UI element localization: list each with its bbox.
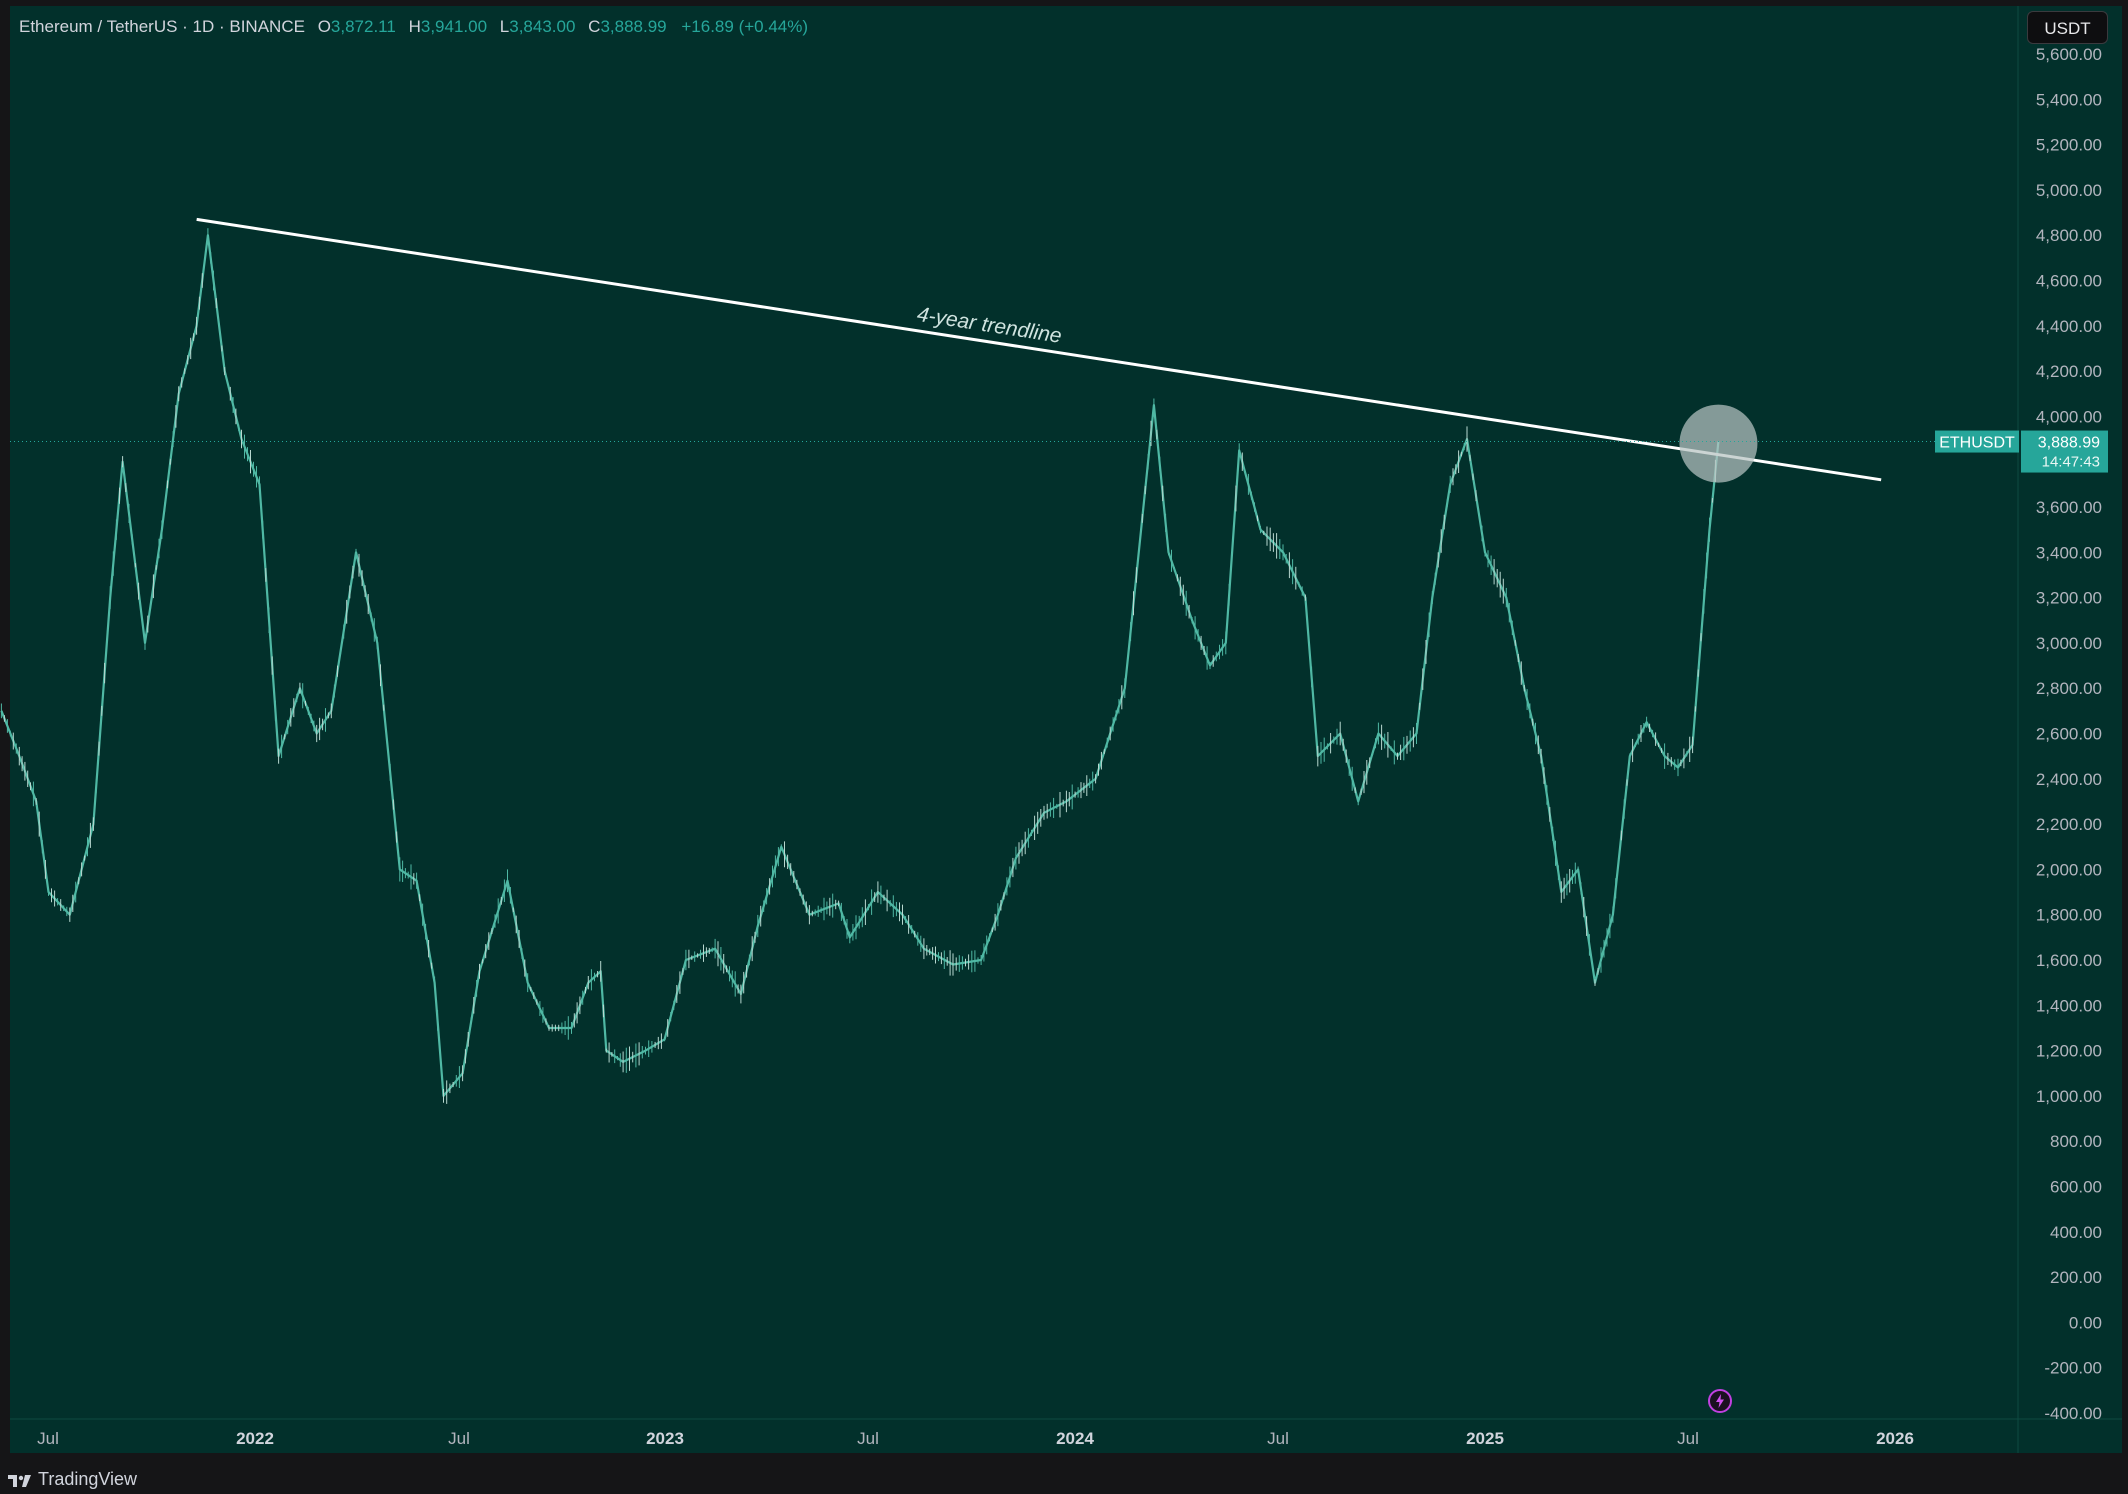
- x-tick-label: 2026: [1876, 1429, 1914, 1448]
- y-tick-label: 3,400.00: [2036, 543, 2102, 562]
- symbol-title: Ethereum / TetherUS · 1D · BINANCE: [19, 17, 305, 36]
- price-tag: [2021, 430, 2108, 473]
- x-tick-label: Jul: [857, 1429, 879, 1448]
- high-value: 3,941.00: [420, 17, 488, 36]
- y-tick-label: 3,000.00: [2036, 634, 2102, 653]
- x-tick-label: Jul: [1267, 1429, 1289, 1448]
- y-tick-label: 2,600.00: [2036, 725, 2102, 744]
- y-tick-label: 600.00: [2050, 1178, 2102, 1197]
- currency-button[interactable]: USDT: [2027, 11, 2108, 44]
- low-value: 3,843.00: [509, 17, 576, 36]
- symbol-tag: [1935, 430, 2019, 453]
- y-tick-label: 800.00: [2050, 1132, 2102, 1151]
- low-key: L: [499, 17, 510, 36]
- high-key: H: [408, 17, 421, 36]
- price-series-group: [0, 228, 1720, 1104]
- y-tick-label: -200.00: [2044, 1359, 2102, 1378]
- y-axis-ticks: 5,600.00 5,400.00 5,200.00 5,000.00 4,800.00…: [2036, 45, 2102, 1423]
- y-tick-label: 400.00: [2050, 1223, 2102, 1242]
- price-axis: [2018, 6, 2122, 1453]
- x-tick-label: Jul: [448, 1429, 470, 1448]
- x-tick-label: 2022: [236, 1429, 274, 1448]
- last-price-group: ETHUSDT 3,888.99 14:47:43: [10, 430, 2108, 473]
- y-tick-label: 5,000.00: [2036, 181, 2102, 200]
- x-tick-label: 2025: [1466, 1429, 1504, 1448]
- x-axis-ticks: Jul 2022 Jul 2023 Jul 2024 Jul 2025 Jul 2026: [37, 1429, 1914, 1448]
- y-tick-label: 2,400.00: [2036, 770, 2102, 789]
- y-tick-label: 4,000.00: [2036, 407, 2102, 426]
- open-value: 3,872.11: [330, 17, 396, 36]
- y-tick-label: 4,200.00: [2036, 362, 2102, 381]
- x-tick-label: Jul: [37, 1429, 59, 1448]
- price-tag-value: 3,888.99: [2038, 435, 2100, 452]
- y-tick-label: 1,600.00: [2036, 951, 2102, 970]
- time-axis: [10, 1419, 2122, 1453]
- x-tick-label: 2023: [646, 1429, 684, 1448]
- change-value: +16.89 (+0.44%): [681, 17, 809, 36]
- brand-footer[interactable]: TradingView: [8, 1467, 137, 1491]
- y-tick-label: 4,800.00: [2036, 226, 2102, 245]
- open-key: O: [317, 17, 331, 36]
- y-tick-label: 2,200.00: [2036, 815, 2102, 834]
- y-tick-label: 1,400.00: [2036, 996, 2102, 1015]
- symbol-legend: Ethereum / TetherUS · 1D · BINANCE O3,87…: [19, 15, 808, 39]
- y-tick-label: 3,600.00: [2036, 498, 2102, 517]
- highlight-circle: [1679, 404, 1758, 483]
- y-tick-label: 1,000.00: [2036, 1087, 2102, 1106]
- trendline: [196, 217, 1882, 482]
- close-value: 3,888.99: [600, 17, 667, 36]
- y-tick-label: 3,200.00: [2036, 589, 2102, 608]
- lightning-alert-icon[interactable]: [1708, 1389, 1732, 1413]
- symbol-tag-label: ETHUSDT: [1939, 435, 2015, 452]
- y-tick-label: 4,600.00: [2036, 272, 2102, 291]
- brand-name: TradingView: [38, 1468, 138, 1489]
- x-tick-label: Jul: [1677, 1429, 1699, 1448]
- y-tick-label: 2,000.00: [2036, 860, 2102, 879]
- y-tick-label: 1,200.00: [2036, 1042, 2102, 1061]
- x-tick-label: 2024: [1056, 1429, 1094, 1448]
- y-tick-label: -400.00: [2044, 1404, 2102, 1423]
- tradingview-logo-icon: [8, 1472, 32, 1487]
- y-tick-label: 5,400.00: [2036, 90, 2102, 109]
- countdown-value: 14:47:43: [2042, 454, 2100, 471]
- y-tick-label: 4,400.00: [2036, 317, 2102, 336]
- y-tick-label: 2,800.00: [2036, 679, 2102, 698]
- close-key: C: [588, 17, 601, 36]
- plot-area: [10, 6, 2018, 1453]
- y-tick-label: 5,600.00: [2036, 45, 2102, 64]
- y-tick-label: 0.00: [2069, 1313, 2102, 1332]
- y-tick-label: 5,200.00: [2036, 136, 2102, 155]
- y-tick-label: 200.00: [2050, 1268, 2102, 1287]
- y-tick-label: 1,800.00: [2036, 906, 2102, 925]
